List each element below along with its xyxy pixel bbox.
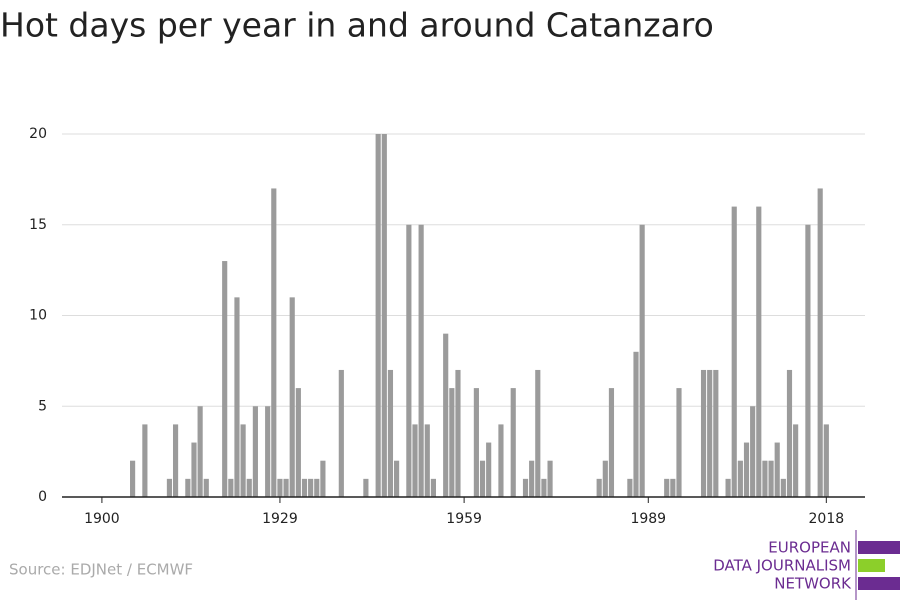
y-tick-label: 0 [38, 489, 47, 505]
x-tick-label: 1959 [446, 511, 482, 527]
bar [240, 424, 246, 497]
y-tick-label: 10 [29, 308, 47, 324]
bar [394, 460, 400, 497]
bar [185, 478, 191, 497]
bar [725, 478, 731, 497]
x-tick-label: 1900 [84, 511, 120, 527]
bar [130, 460, 136, 497]
bar [430, 478, 436, 497]
x-tick-label: 1929 [262, 511, 298, 527]
bar [228, 478, 234, 497]
bar [295, 388, 301, 497]
bar [762, 460, 768, 497]
bar [664, 478, 670, 497]
bar [541, 478, 547, 497]
bar [707, 369, 713, 497]
logo-text: EUROPEAN [768, 539, 851, 557]
y-tick-label: 20 [29, 126, 47, 142]
bar [768, 460, 774, 497]
y-tick-label: 15 [29, 217, 47, 233]
bar [277, 478, 283, 497]
x-tick-label: 2018 [809, 511, 845, 527]
bar [363, 478, 369, 497]
bar [756, 206, 762, 497]
x-tick-label: 1989 [630, 511, 666, 527]
logo-text: DATA JOURNALISM [713, 557, 851, 575]
bar [786, 369, 793, 497]
bar [529, 460, 535, 497]
bar [166, 478, 173, 497]
bar [743, 442, 750, 497]
bar [203, 478, 209, 497]
bar [805, 224, 811, 497]
bar [700, 369, 707, 497]
bar [522, 478, 529, 497]
bar [547, 460, 553, 497]
bar [639, 224, 645, 497]
bar [252, 406, 258, 497]
bar [737, 460, 743, 497]
bar [596, 478, 602, 497]
bar [455, 369, 461, 497]
bar [172, 424, 179, 497]
bar [314, 478, 320, 497]
logo-bar [858, 541, 900, 554]
chart-title: Hot days per year in and around Catanzar… [0, 6, 714, 45]
bar [670, 478, 676, 497]
bar [381, 134, 387, 497]
bar [265, 406, 271, 497]
bar [142, 424, 148, 497]
bar [627, 478, 633, 497]
bar [443, 333, 449, 497]
bar [449, 388, 455, 497]
source: Source: EDJNet / ECMWF [9, 561, 193, 579]
bar [222, 261, 228, 497]
logo-text: NETWORK [774, 575, 852, 593]
bar [271, 188, 277, 497]
bar [676, 388, 682, 497]
bar [774, 442, 780, 497]
bar [418, 224, 424, 497]
bar [608, 388, 615, 497]
bar [473, 388, 479, 497]
bar [633, 351, 639, 497]
bar [197, 406, 203, 497]
bar [780, 478, 786, 497]
bar [731, 206, 737, 497]
logo-bar [858, 559, 885, 572]
bar [191, 442, 197, 497]
bar [817, 188, 823, 497]
bar [412, 424, 418, 497]
bar [793, 424, 799, 497]
bar [479, 460, 486, 497]
bar [498, 424, 504, 497]
bar [424, 424, 430, 497]
bar [486, 442, 492, 497]
y-tick-label: 5 [38, 398, 47, 414]
logo: EUROPEAN DATA JOURNALISM NETWORK [713, 530, 900, 600]
bar [246, 478, 252, 497]
bar [510, 388, 516, 497]
bar [387, 369, 394, 497]
bar [308, 478, 314, 497]
bar [375, 134, 381, 497]
bar [320, 460, 326, 497]
bar [289, 297, 295, 497]
bar [823, 424, 829, 497]
bar [602, 460, 608, 497]
bar [406, 224, 412, 497]
bar [338, 369, 344, 497]
bar [713, 369, 719, 497]
bar [234, 297, 240, 497]
bar [301, 478, 308, 497]
bar [283, 478, 289, 497]
logo-bar [858, 577, 900, 590]
bar [750, 406, 756, 497]
bar [535, 369, 541, 497]
